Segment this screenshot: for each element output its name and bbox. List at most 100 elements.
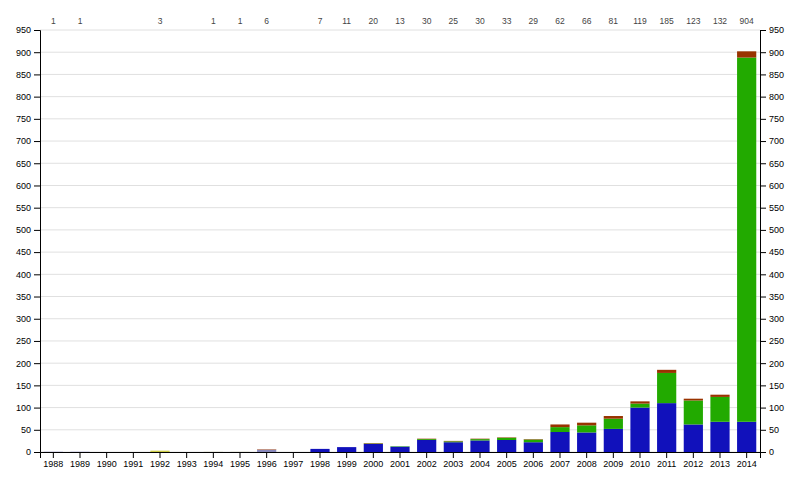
tick-label: 850 — [769, 70, 784, 80]
tick: 300 — [16, 314, 40, 324]
tick: 1992 — [150, 452, 170, 469]
grid-line — [40, 385, 760, 386]
bar — [390, 446, 409, 447]
tick-label: 200 — [769, 359, 784, 369]
tick-label: 150 — [16, 381, 31, 391]
grid-line — [40, 340, 760, 341]
tick-mark — [34, 141, 40, 142]
bar — [177, 452, 196, 453]
tick-mark — [34, 341, 40, 342]
tick: 100 — [760, 403, 784, 413]
bar — [524, 440, 543, 443]
tick: 1996 — [257, 452, 277, 469]
tick-mark — [34, 119, 40, 120]
total-label: 1 — [211, 16, 216, 26]
bar — [97, 452, 116, 453]
bar — [284, 452, 303, 453]
tick-label: 350 — [769, 292, 784, 302]
grid-line — [40, 96, 760, 97]
tick-label: 2003 — [443, 459, 463, 469]
tick-label: 800 — [769, 92, 784, 102]
axis-line — [34, 31, 41, 453]
tick: 950 — [760, 25, 784, 35]
tick: 250 — [16, 336, 40, 346]
tick: 2013 — [710, 452, 730, 469]
grid-line — [40, 74, 760, 75]
tick-mark — [34, 430, 40, 431]
tick-label: 400 — [769, 270, 784, 280]
tick-label: 950 — [769, 25, 784, 35]
tick-label: 500 — [16, 225, 31, 235]
grid-line — [40, 229, 760, 230]
bars — [44, 51, 757, 452]
tick: 250 — [760, 336, 784, 346]
tick: 900 — [16, 48, 40, 58]
axis-line — [41, 453, 761, 459]
total-label: 132 — [713, 16, 727, 26]
tick-label: 1992 — [150, 459, 170, 469]
tick-label: 50 — [21, 425, 31, 435]
tick-mark — [34, 252, 40, 253]
tick-label: 550 — [16, 203, 31, 213]
total-label: 123 — [686, 16, 700, 26]
tick-mark — [34, 452, 40, 453]
tick-label: 700 — [16, 136, 31, 146]
bar — [524, 442, 543, 452]
tick: 800 — [16, 92, 40, 102]
tick-label: 250 — [16, 336, 31, 346]
tick: 150 — [760, 381, 784, 391]
tick: 800 — [760, 92, 784, 102]
bar-series — [44, 403, 757, 452]
tick: 50 — [760, 425, 779, 435]
tick: 1989 — [70, 452, 90, 469]
tick-label: 1990 — [97, 459, 117, 469]
tick-mark — [426, 452, 427, 458]
tick-label: 450 — [16, 247, 31, 257]
bar — [257, 449, 276, 450]
grid-line — [40, 163, 760, 164]
total-label: 30 — [475, 16, 485, 26]
tick: 1997 — [283, 452, 303, 469]
bar — [577, 425, 596, 432]
bar — [710, 422, 729, 452]
tick-mark — [34, 97, 40, 98]
bar — [577, 432, 596, 452]
tick-mark — [160, 452, 161, 458]
bar — [150, 451, 169, 452]
bar — [364, 444, 383, 452]
tick: 1990 — [97, 452, 117, 469]
bar — [44, 451, 63, 452]
tick-mark — [760, 363, 766, 364]
bar — [177, 452, 196, 453]
tick: 2002 — [417, 452, 437, 469]
bar-series — [257, 51, 756, 449]
bar — [150, 450, 169, 451]
tick-label: 2001 — [390, 459, 410, 469]
bar — [497, 440, 516, 452]
tick: 550 — [16, 203, 40, 213]
tick: 2000 — [363, 452, 383, 469]
tick-mark — [613, 452, 614, 458]
tick-mark — [760, 230, 766, 231]
tick-label: 2012 — [683, 459, 703, 469]
bar — [417, 439, 436, 441]
bar — [550, 424, 569, 427]
tick-mark — [760, 163, 766, 164]
bar — [70, 451, 89, 452]
axis-line — [761, 31, 767, 453]
total-label: 13 — [395, 16, 405, 26]
tick-mark — [586, 452, 587, 458]
tick-label: 200 — [16, 359, 31, 369]
total-label: 1 — [78, 16, 83, 26]
tick: 350 — [760, 292, 784, 302]
total-label: 1 — [238, 16, 243, 26]
tick: 2014 — [737, 452, 757, 469]
tick-mark — [746, 452, 747, 458]
tick-label: 1997 — [283, 459, 303, 469]
bar — [44, 451, 63, 452]
tick: 50 — [21, 425, 40, 435]
bar — [470, 438, 489, 439]
bar — [710, 397, 729, 422]
bar — [550, 427, 569, 432]
tick-mark — [34, 385, 40, 386]
